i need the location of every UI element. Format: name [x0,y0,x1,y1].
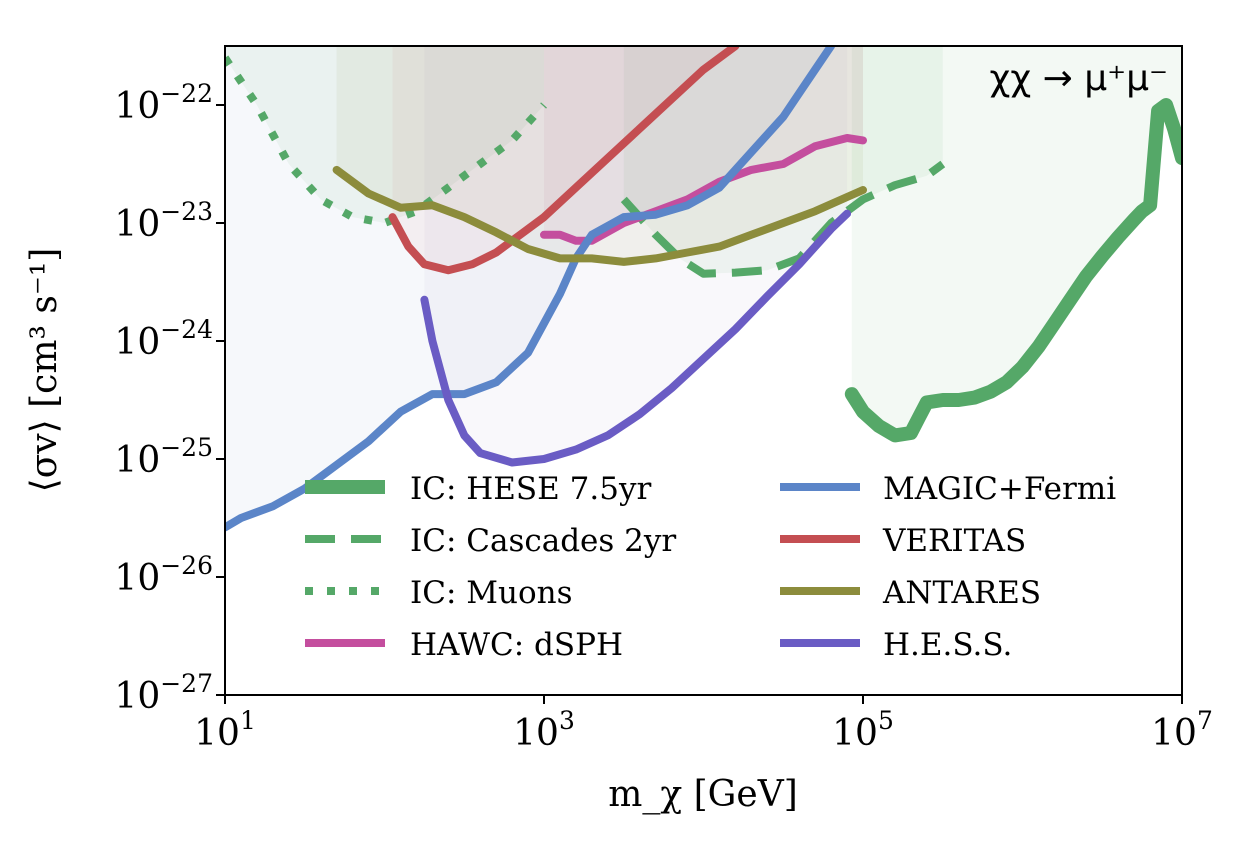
shade-ic-hese-7-5yr [851,46,1182,436]
shade-magic-fermi [225,46,832,528]
axis-ticks: 101 103 105 107 10−22 10−23 10−24 10−25 10−26 10−… [114,79,1212,754]
series-line-antares [332,165,867,266]
x-tick-label: 107 [1151,706,1213,754]
series-line-veritas [388,46,740,275]
series-line-h-e-s-s [420,209,852,467]
x-tick-label: 103 [513,706,575,754]
series-line-hawc-dsph [540,134,867,245]
y-tick-label: 10−22 [114,79,213,127]
shade-veritas [392,46,736,271]
legend-label-ic-cascades-2yr: IC: Cascades 2yr [410,523,676,559]
y-tick-label: 10−25 [114,433,213,481]
legend-label-hawc-dsph: HAWC: dSPH [410,627,623,663]
chart-annotation: χχ → μ⁺μ⁻ [990,58,1168,99]
series-lines [225,46,1182,532]
series-line-magic-fermi [225,46,836,532]
plot-frame [224,45,1183,696]
shade-ic-muons [225,46,544,223]
legend-label-antares: ANTARES [882,575,1041,611]
exclusion-shading [225,46,1182,528]
x-tick-label: 105 [832,706,894,754]
y-tick-label: 10−24 [114,315,213,363]
shade-antares [336,46,864,262]
legend-label-veritas: VERITAS [882,523,1026,559]
legend: IC: HESE 7.5yr IC: Cascades 2yr IC: Muons H… [305,471,1116,663]
shade-h-e-s-s [424,46,848,463]
legend-label-h-e-s-s: H.E.S.S. [883,627,1012,663]
y-tick-label: 10−26 [114,551,213,599]
series-line-ic-hese-7-5yr [844,98,1182,443]
y-tick-label: 10−27 [114,669,213,717]
x-tick-label: 101 [194,706,256,754]
y-axis-label: ⟨σv⟩ [cm³ s⁻¹] [24,248,65,493]
x-axis-label: m_χ [GeV] [608,774,798,815]
legend-label-ic-hese-7-5yr: IC: HESE 7.5yr [410,471,651,507]
legend-label-magic-fermi: MAGIC+Fermi [883,471,1116,507]
shade-hawc-dsph [544,46,863,241]
legend-label-ic-muons: IC: Muons [410,575,573,611]
y-tick-label: 10−23 [114,197,213,245]
